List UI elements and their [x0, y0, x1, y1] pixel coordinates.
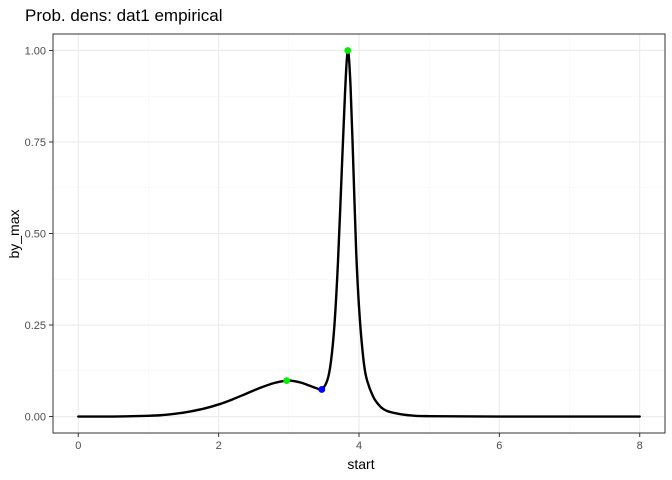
y-tick-label: 1.00: [25, 45, 46, 57]
data-point-marker: [344, 47, 352, 54]
marker-layer: [283, 47, 352, 393]
y-tick-label: 0.50: [25, 229, 46, 241]
density-line: [77, 49, 641, 418]
x-tick-label: 0: [75, 440, 81, 452]
x-axis-title: start: [347, 456, 374, 472]
x-axis: 0 2 4 6 8: [75, 433, 643, 452]
y-tick-label: 0.75: [25, 137, 46, 149]
data-point-marker: [318, 386, 326, 393]
x-tick-label: 8: [637, 440, 643, 452]
x-tick-label: 4: [356, 440, 362, 452]
series-layer: [77, 49, 641, 418]
x-tick-label: 6: [496, 440, 502, 452]
data-point-marker: [283, 377, 291, 385]
x-tick-label: 2: [216, 440, 222, 452]
y-tick-label: 0.00: [25, 412, 46, 424]
chart-title: Prob. dens: dat1 empirical: [25, 6, 223, 25]
y-axis: 0.00 0.25 0.50 0.75 1.00: [25, 45, 53, 424]
grid-lines: [53, 34, 665, 433]
y-axis-title: by_max: [6, 209, 22, 258]
y-tick-label: 0.25: [25, 320, 46, 332]
